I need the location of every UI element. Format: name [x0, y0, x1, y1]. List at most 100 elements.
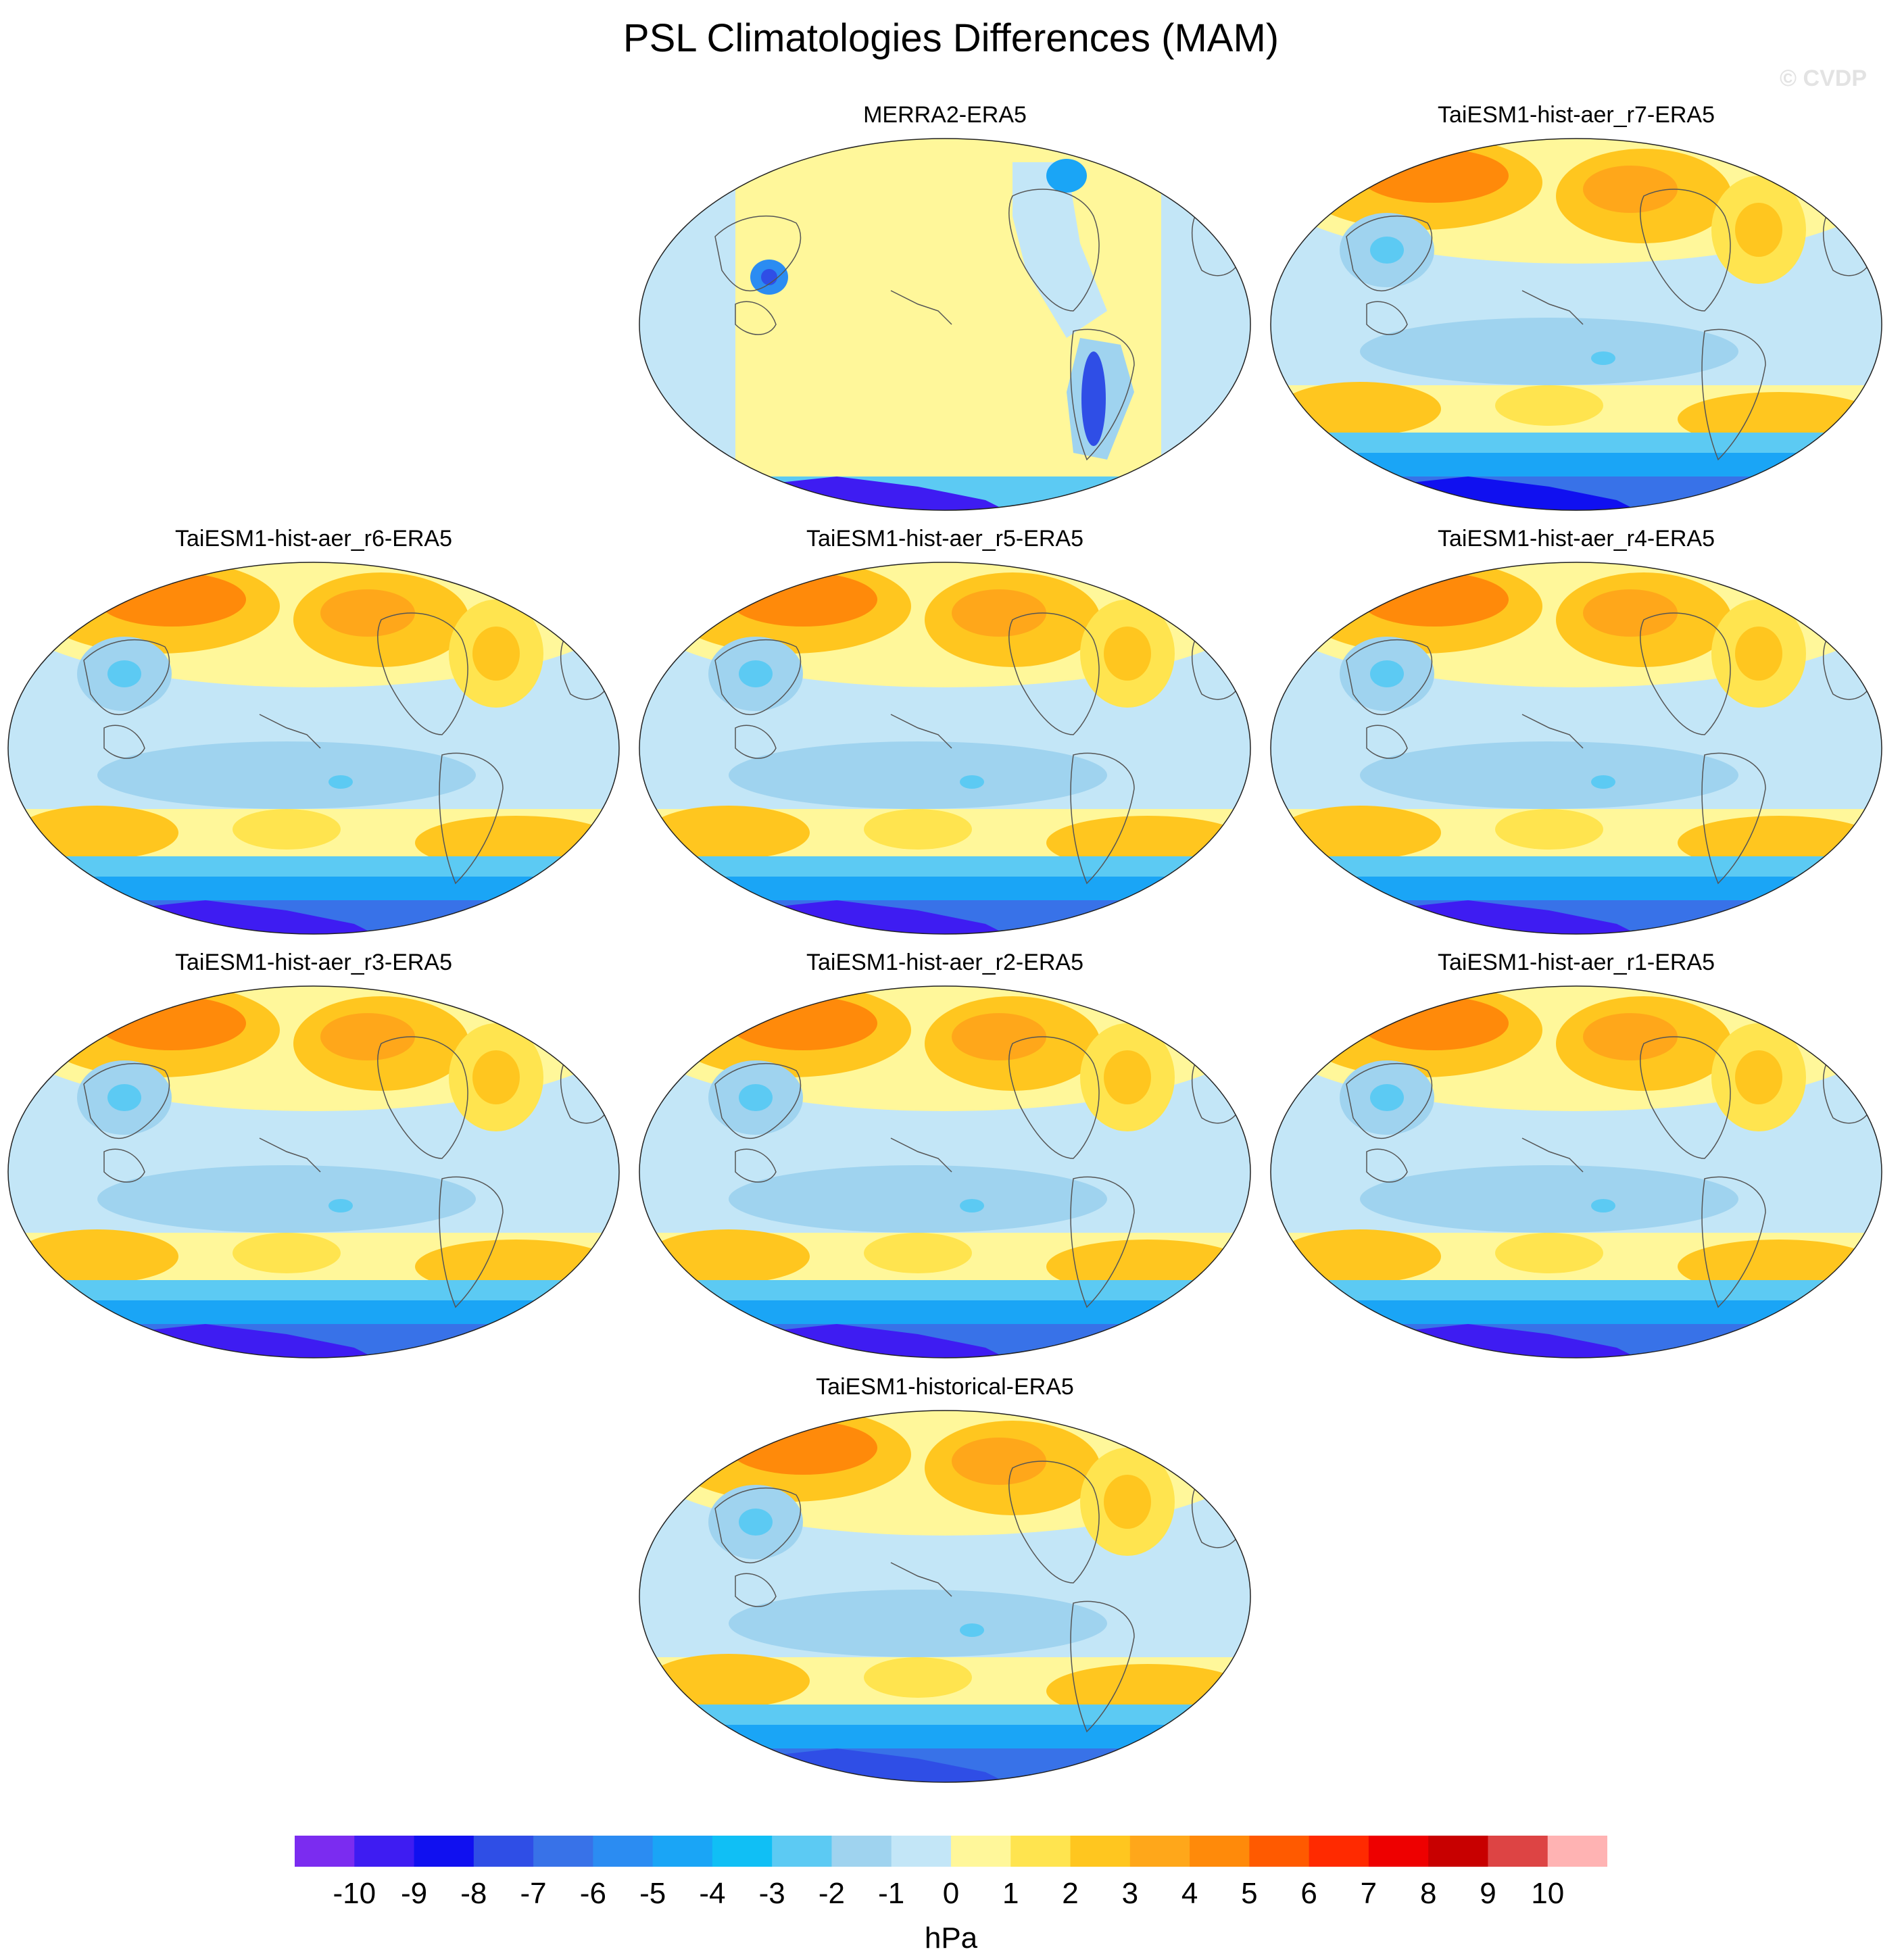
coastline	[1070, 1176, 1135, 1308]
field-maximum	[233, 809, 341, 850]
colorbar-swatch	[414, 1836, 474, 1867]
colorbar-swatch	[1070, 1836, 1131, 1867]
coastline	[1366, 725, 1408, 759]
map-outline	[7, 562, 620, 935]
colorbar-tick-label: 0	[943, 1877, 959, 1910]
field-maximum	[1495, 1233, 1603, 1273]
coastline	[1640, 1036, 1731, 1159]
panel-title: MERRA2-ERA5	[863, 102, 1027, 128]
colorbar-swatch	[533, 1836, 593, 1867]
colorbar-swatch	[1190, 1836, 1250, 1867]
coastline	[377, 612, 468, 735]
chart-title: PSL Climatologies Differences (MAM)	[623, 16, 1279, 60]
coastline	[735, 301, 777, 335]
map-historical	[639, 1410, 1251, 1783]
coastline	[714, 1487, 802, 1563]
colorbar-tick-label: 6	[1300, 1877, 1317, 1910]
colorbar-tick-label: -1	[878, 1877, 904, 1910]
field-maximum	[729, 996, 877, 1050]
colorbar-swatch	[951, 1836, 1011, 1867]
field-region	[1271, 877, 1882, 904]
coastline	[1366, 1148, 1408, 1183]
field-maximum	[320, 589, 415, 637]
colorbar-swatch	[1428, 1836, 1489, 1867]
map-r1	[1270, 985, 1882, 1358]
colorbar-swatch	[1129, 1836, 1190, 1867]
colorbar-tick-label: -7	[520, 1877, 547, 1910]
field-region	[8, 1300, 619, 1327]
colorbar: -10 -9 -8 -7 -6 -5 -4 -3 -2 -1 0 1 2 3 4 5 6 7 8 9 10	[295, 1836, 1607, 1910]
coastline	[890, 1137, 952, 1173]
colorbar-swatch	[1547, 1836, 1607, 1867]
field-region	[729, 1165, 1107, 1233]
field-minimum	[1046, 159, 1087, 193]
map-outline	[1270, 985, 1882, 1358]
colorbar-swatch	[473, 1836, 534, 1867]
colorbar-tick-label: 9	[1480, 1877, 1496, 1910]
field-maximum	[16, 806, 178, 860]
field-maximum	[1279, 1229, 1441, 1283]
coastline	[1521, 714, 1584, 749]
map-r2	[639, 985, 1251, 1358]
field-maximum	[864, 1233, 972, 1273]
coastline	[103, 725, 145, 759]
coastline	[259, 1137, 321, 1173]
coastline	[1521, 290, 1584, 325]
field-region	[472, 1050, 520, 1104]
colorbar-tick-label: 5	[1241, 1877, 1257, 1910]
map-r5	[639, 562, 1251, 935]
coastline	[1640, 612, 1731, 735]
map-panel-r4: TaiESM1-hist-aer_r4-ERA5	[1265, 524, 1887, 970]
panel-title: TaiESM1-hist-aer_r7-ERA5	[1437, 102, 1715, 128]
field-region	[639, 1300, 1250, 1327]
colorbar-swatch	[831, 1836, 892, 1867]
coastline	[735, 1573, 777, 1607]
field-region	[1735, 627, 1782, 681]
map-outline	[1270, 562, 1882, 935]
field-maximum	[729, 1421, 877, 1475]
colorbar-swatch	[652, 1836, 713, 1867]
field-maximum	[864, 1657, 972, 1698]
field-maximum	[729, 572, 877, 627]
field-region	[1360, 741, 1738, 809]
map-panel-r5: TaiESM1-hist-aer_r5-ERA5	[634, 524, 1256, 970]
colorbar-tick-label: -4	[699, 1877, 725, 1910]
field-maximum	[864, 809, 972, 850]
field-region	[1360, 1165, 1738, 1233]
field-region	[1735, 203, 1782, 257]
field-minimum	[739, 1509, 773, 1536]
coastline	[714, 1062, 802, 1139]
panel-title: TaiESM1-hist-aer_r2-ERA5	[806, 950, 1084, 975]
field-maximum	[1495, 809, 1603, 850]
coastline	[1701, 752, 1766, 885]
coastline	[1008, 1036, 1100, 1159]
coastline	[1366, 301, 1408, 335]
field-region	[1735, 1050, 1782, 1104]
coastline	[735, 725, 777, 759]
field-region	[1360, 318, 1738, 385]
field-maximum	[1583, 589, 1678, 637]
coastline	[1008, 1461, 1100, 1584]
colorbar-swatch	[891, 1836, 952, 1867]
panel-title: TaiESM1-historical-ERA5	[816, 1374, 1074, 1400]
map-r4	[1270, 562, 1882, 935]
map-panel-r1: TaiESM1-hist-aer_r1-ERA5	[1265, 948, 1887, 1394]
coastline	[1070, 1600, 1135, 1733]
colorbar-tick-label: -8	[460, 1877, 487, 1910]
coastline	[377, 1036, 468, 1159]
field-region	[639, 877, 1250, 904]
coastline	[1640, 189, 1731, 312]
colorbar-tick-label: 10	[1531, 1877, 1564, 1910]
field-minimum	[107, 1084, 141, 1111]
field-maximum	[1583, 1013, 1678, 1060]
map-merra2	[639, 138, 1251, 511]
coastline	[259, 714, 321, 749]
colorbar-swatch	[1010, 1836, 1071, 1867]
field-maximum	[1495, 385, 1603, 426]
field-region	[639, 1725, 1250, 1752]
field-region	[639, 139, 735, 510]
colorbar-swatch	[1488, 1836, 1549, 1867]
colorbar-swatch	[295, 1836, 355, 1867]
field-region	[1271, 1300, 1882, 1327]
map-r6	[7, 562, 620, 935]
